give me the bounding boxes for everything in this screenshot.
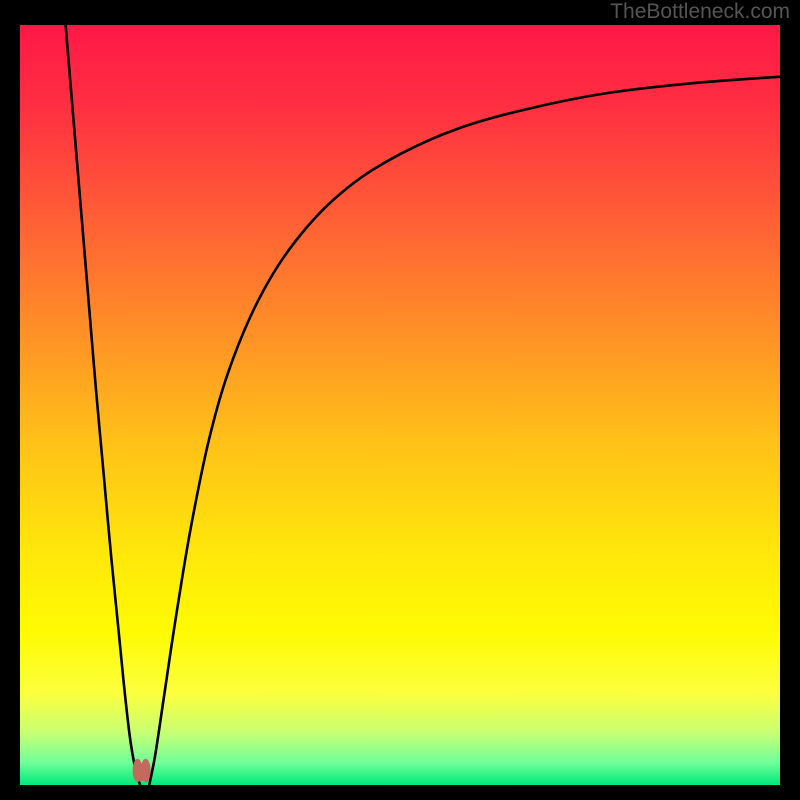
- bottleneck-chart: [20, 25, 780, 785]
- chart-background: [20, 25, 780, 785]
- chart-frame: TheBottleneck.com: [0, 0, 800, 800]
- watermark-text: TheBottleneck.com: [610, 0, 790, 24]
